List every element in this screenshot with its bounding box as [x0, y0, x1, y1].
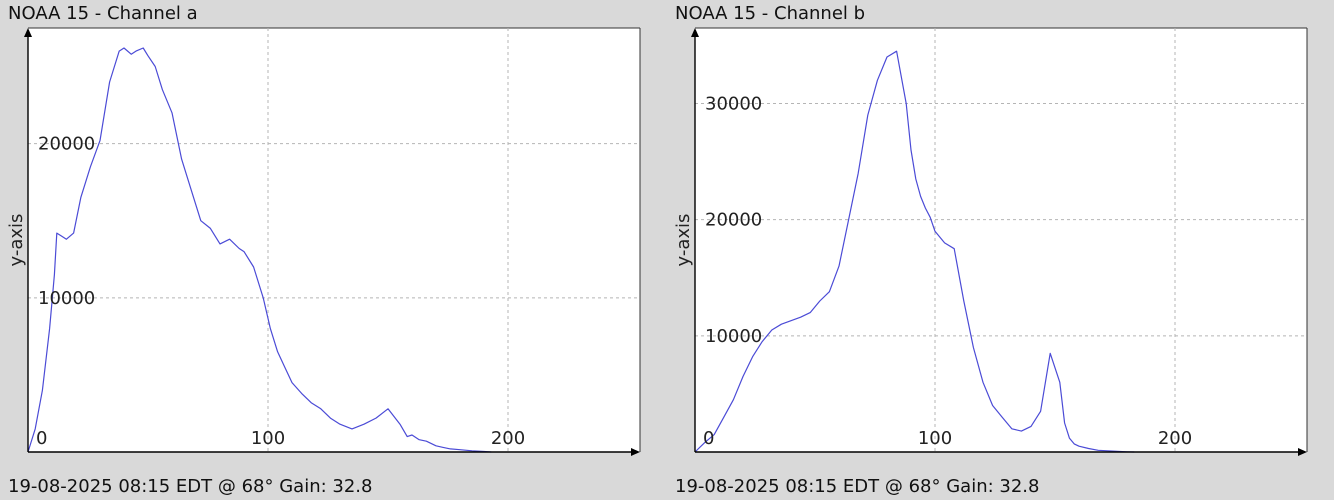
chart-footer: 19-08-2025 08:15 EDT @ 68° Gain: 32.8 [8, 476, 373, 497]
plot-area [695, 28, 1307, 452]
series-line [694, 50, 1135, 453]
chart-plot-a: 0 100 200 10000 20000 y-axis [6, 27, 641, 456]
chart-title: NOAA 15 - Channel b [675, 3, 866, 24]
x-tick-label: 0 [703, 428, 714, 449]
x-axis-arrow [631, 448, 640, 456]
y-tick-label: 30000 [705, 94, 762, 115]
y-tick-label: 10000 [705, 326, 762, 347]
chart-plot-b: 0 100 200 10000 20000 30000 y-axis [673, 27, 1308, 456]
x-tick-label: 100 [251, 428, 285, 449]
x-tick-label: 200 [1158, 428, 1192, 449]
series-line [27, 47, 492, 453]
chart-panel-a: NOAA 15 - Channel a 0 100 200 10000 20000 y-a… [6, 3, 641, 497]
chart-footer: 19-08-2025 08:15 EDT @ 68° Gain: 32.8 [675, 476, 1040, 497]
plot-area [28, 28, 640, 452]
x-tick-label: 200 [491, 428, 525, 449]
chart-title: NOAA 15 - Channel a [8, 3, 198, 24]
chart-panel-b: NOAA 15 - Channel b 0 100 200 10000 20000 300… [667, 0, 1334, 500]
y-axis-label: y-axis [6, 214, 27, 267]
x-axis-arrow [1298, 448, 1307, 456]
y-tick-label: 10000 [38, 288, 95, 309]
y-tick-label: 20000 [38, 134, 95, 155]
y-axis-arrow [24, 28, 32, 37]
x-tick-label: 0 [36, 428, 47, 449]
y-axis-arrow [691, 28, 699, 37]
y-axis-label: y-axis [673, 214, 694, 267]
y-tick-label: 20000 [705, 210, 762, 231]
x-tick-label: 100 [918, 428, 952, 449]
